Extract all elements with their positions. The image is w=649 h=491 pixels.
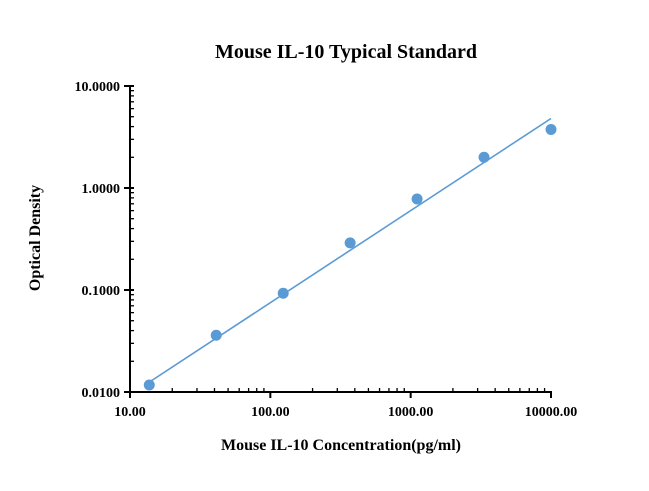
y-tick-label: 0.0100	[82, 386, 121, 401]
data-point	[545, 123, 557, 135]
data-point	[478, 151, 490, 163]
y-tick-label: 1.0000	[82, 182, 121, 197]
y-tick-label: 0.1000	[82, 284, 121, 299]
x-tick-label: 100.00	[251, 405, 290, 420]
x-axis-label: Mouse IL-10 Concentration(pg/ml)	[221, 437, 461, 454]
fit-line	[148, 117, 552, 383]
data-point	[210, 329, 222, 341]
data-point	[411, 193, 423, 205]
x-tick-label: 10.00	[114, 405, 146, 420]
y-tick-label: 10.0000	[75, 80, 121, 95]
chart-title: Mouse IL-10 Typical Standard	[215, 41, 477, 63]
data-point	[344, 237, 356, 249]
data-point	[277, 287, 289, 299]
x-tick-label: 1000.00	[388, 405, 434, 420]
y-axis-label: Optical Density	[27, 185, 44, 291]
data-point	[143, 379, 155, 391]
x-tick-label: 10000.00	[525, 405, 578, 420]
